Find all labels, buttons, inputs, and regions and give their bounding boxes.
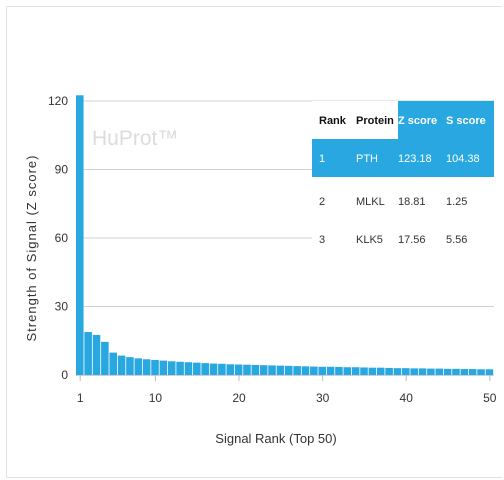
bar <box>92 334 101 375</box>
bar <box>84 332 92 375</box>
bar <box>427 368 435 375</box>
bar <box>485 369 494 375</box>
bar <box>402 368 410 375</box>
x-axis-ticks: 1 10 20 30 40 50 <box>77 375 497 405</box>
bar <box>460 369 469 375</box>
x-tick-label: 1 <box>77 391 84 405</box>
bar <box>226 364 235 375</box>
bar <box>117 355 126 375</box>
bar <box>167 361 176 375</box>
x-tick-label: 20 <box>232 391 246 405</box>
table-cell: 104.38 <box>446 153 480 165</box>
table-cell: 5.56 <box>446 234 467 246</box>
table-header-cell: Protein <box>356 115 394 127</box>
row-highlight <box>312 139 494 177</box>
bar <box>209 363 218 375</box>
x-axis-title: Signal Rank (Top 50) <box>215 431 336 446</box>
bar <box>368 367 377 375</box>
bar <box>134 358 143 375</box>
bar <box>184 362 193 375</box>
y-axis-title: Strength of Signal (Z score) <box>24 155 39 342</box>
bar <box>268 365 276 375</box>
bar <box>142 359 151 375</box>
table-header-cell: S score <box>446 115 486 127</box>
bar <box>101 341 109 375</box>
bar <box>126 357 134 375</box>
bar <box>410 368 418 375</box>
bar <box>151 359 159 375</box>
bar <box>360 367 368 375</box>
bar <box>176 361 184 375</box>
bar <box>293 366 301 375</box>
table-cell: KLK5 <box>356 234 383 246</box>
bar <box>393 368 402 375</box>
bars <box>76 95 494 375</box>
y-axis-ticks: 0 30 60 90 120 <box>48 94 68 382</box>
results-table: Rank Protein Z score S score 1 PTH 123.18 104.3… <box>312 101 494 266</box>
table-cell: 1.25 <box>446 196 467 208</box>
bar <box>452 368 460 375</box>
table-header-cell: Z score <box>398 115 437 127</box>
bar <box>443 368 452 375</box>
bar <box>335 367 343 375</box>
bar <box>251 364 260 375</box>
table-cell: 123.18 <box>398 153 432 165</box>
y-tick-label: 30 <box>55 300 69 314</box>
table-cell: MLKL <box>356 196 385 208</box>
bar <box>109 352 117 375</box>
y-tick-label: 60 <box>55 231 69 245</box>
x-tick-label: 30 <box>316 391 330 405</box>
bar <box>376 367 385 375</box>
table-cell: 1 <box>319 153 325 165</box>
bar <box>276 365 285 375</box>
bar <box>385 367 393 375</box>
bar <box>285 365 293 375</box>
y-tick-label: 120 <box>48 94 68 108</box>
table-cell: 18.81 <box>398 196 426 208</box>
bar <box>218 363 226 375</box>
watermark-text: HuProt™ <box>92 127 178 150</box>
bar <box>435 368 444 375</box>
bar <box>201 363 209 375</box>
bar <box>418 368 427 375</box>
bar <box>234 364 243 375</box>
table-cell: PTH <box>356 153 378 165</box>
bar <box>243 364 251 375</box>
bar <box>310 366 318 375</box>
table-cell: 3 <box>319 234 325 246</box>
bar <box>468 369 477 375</box>
x-tick-label: 50 <box>483 391 497 405</box>
bar <box>193 362 201 375</box>
bar <box>76 95 84 375</box>
bar <box>301 366 310 375</box>
bar <box>351 367 360 375</box>
table-cell: 17.56 <box>398 234 426 246</box>
bar <box>318 366 326 375</box>
bar <box>343 367 352 375</box>
bar <box>159 360 168 375</box>
bar <box>259 365 268 375</box>
header-highlight <box>398 101 494 139</box>
y-tick-label: 90 <box>55 163 69 177</box>
x-tick-label: 10 <box>149 391 163 405</box>
x-tick-label: 40 <box>400 391 414 405</box>
table-cell: 2 <box>319 196 325 208</box>
table-header-cell: Rank <box>319 115 347 127</box>
y-tick-label: 0 <box>61 368 68 382</box>
bar <box>477 369 485 375</box>
bar <box>326 366 335 375</box>
